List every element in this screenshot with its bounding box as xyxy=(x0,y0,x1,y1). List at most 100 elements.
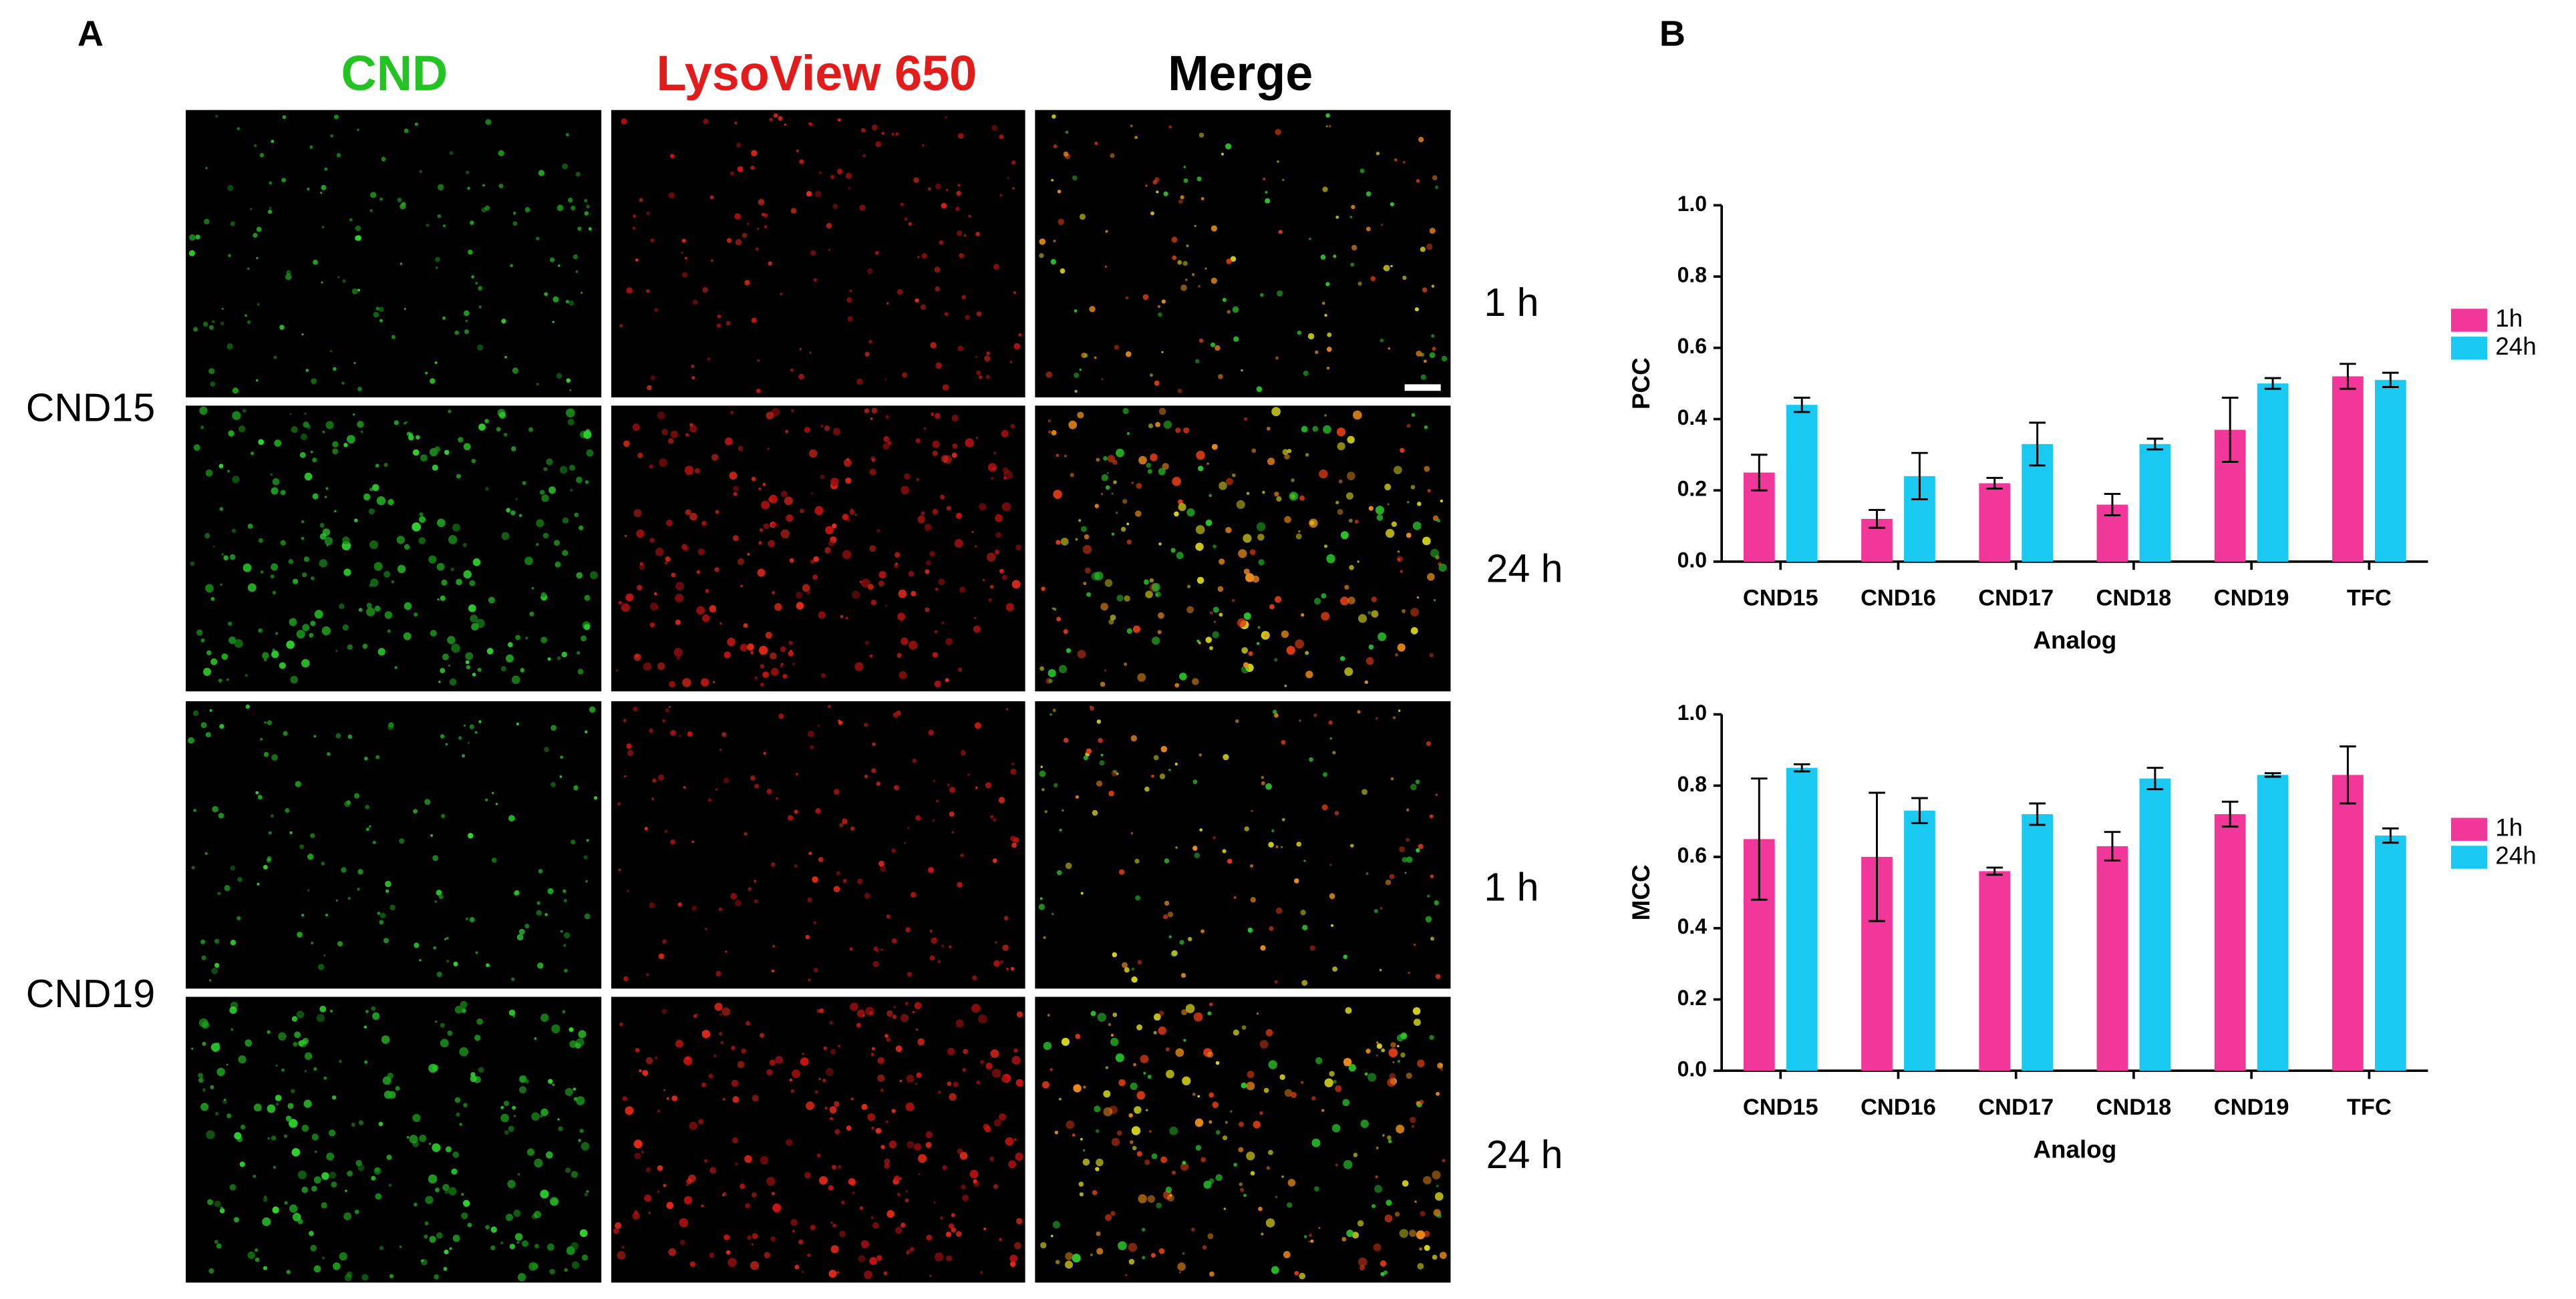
puncta xyxy=(586,1189,589,1193)
puncta xyxy=(894,552,901,558)
puncta xyxy=(401,202,406,206)
puncta xyxy=(878,580,884,587)
puncta xyxy=(1175,427,1181,433)
puncta xyxy=(1410,608,1420,616)
puncta xyxy=(713,1054,717,1058)
puncta xyxy=(507,1179,516,1189)
puncta xyxy=(424,1221,429,1226)
puncta xyxy=(500,1105,504,1109)
puncta xyxy=(820,474,825,480)
puncta xyxy=(760,664,765,669)
puncta xyxy=(1260,293,1264,297)
puncta xyxy=(1219,612,1223,617)
time-label: 1 h xyxy=(1484,281,1539,325)
puncta xyxy=(1420,1211,1426,1217)
puncta xyxy=(1253,1121,1261,1129)
puncta xyxy=(657,1109,660,1113)
puncta xyxy=(1246,1081,1255,1091)
puncta xyxy=(299,844,305,850)
puncta xyxy=(1001,574,1007,580)
puncta xyxy=(920,304,927,311)
error-bar xyxy=(2221,800,2239,828)
puncta xyxy=(1337,509,1343,515)
puncta xyxy=(1311,1138,1321,1147)
puncta xyxy=(485,798,488,801)
puncta xyxy=(549,1268,555,1275)
puncta xyxy=(1118,869,1125,875)
puncta xyxy=(579,1229,588,1238)
puncta xyxy=(1440,499,1444,503)
puncta xyxy=(541,494,549,502)
puncta xyxy=(440,1039,449,1048)
puncta xyxy=(1233,1029,1239,1036)
puncta xyxy=(701,1029,711,1039)
puncta xyxy=(1221,152,1225,156)
puncta xyxy=(347,734,353,739)
puncta xyxy=(998,797,1005,803)
puncta xyxy=(280,540,286,546)
puncta xyxy=(466,170,470,174)
puncta xyxy=(273,355,277,359)
micrograph xyxy=(1035,405,1451,692)
puncta xyxy=(657,662,665,671)
puncta xyxy=(1287,1202,1293,1208)
puncta xyxy=(1378,632,1387,641)
puncta xyxy=(1324,544,1328,548)
puncta xyxy=(310,450,313,453)
puncta xyxy=(1160,745,1168,753)
puncta xyxy=(1257,534,1265,541)
puncta xyxy=(766,1069,773,1076)
puncta xyxy=(1209,1092,1215,1098)
puncta xyxy=(872,1222,879,1229)
puncta xyxy=(884,1158,891,1165)
puncta xyxy=(969,1169,979,1179)
puncta xyxy=(1128,1113,1133,1118)
puncta xyxy=(914,1002,922,1010)
puncta xyxy=(1083,582,1087,586)
puncta xyxy=(1126,628,1132,634)
puncta xyxy=(852,1191,855,1194)
puncta xyxy=(534,1244,539,1249)
puncta xyxy=(710,259,713,262)
puncta xyxy=(1108,790,1114,797)
puncta xyxy=(813,556,820,562)
error-bar xyxy=(2104,831,2121,862)
legend-swatch xyxy=(2450,337,2488,360)
puncta xyxy=(448,1187,457,1195)
puncta xyxy=(191,1047,194,1050)
puncta xyxy=(662,939,667,944)
puncta xyxy=(437,184,444,191)
puncta xyxy=(1278,230,1283,234)
puncta xyxy=(436,890,442,896)
puncta xyxy=(552,321,554,323)
puncta xyxy=(762,483,766,486)
puncta xyxy=(1417,1263,1424,1270)
puncta xyxy=(1126,522,1130,526)
time-label: 24 h xyxy=(1486,546,1563,590)
puncta xyxy=(673,648,683,657)
puncta xyxy=(1402,275,1407,281)
puncta xyxy=(730,411,734,415)
puncta xyxy=(917,516,925,524)
puncta xyxy=(876,1255,882,1261)
puncta xyxy=(775,1056,784,1064)
puncta xyxy=(569,1027,574,1033)
puncta xyxy=(944,312,949,316)
puncta xyxy=(219,1208,225,1214)
puncta xyxy=(557,1118,560,1121)
puncta xyxy=(703,1159,708,1163)
puncta xyxy=(893,1006,897,1009)
puncta xyxy=(508,1009,516,1016)
puncta xyxy=(301,914,305,917)
puncta xyxy=(668,1248,677,1256)
error-bar xyxy=(1911,797,1928,824)
puncta xyxy=(200,638,205,642)
puncta xyxy=(1404,872,1407,874)
puncta xyxy=(1265,1029,1273,1037)
puncta xyxy=(327,752,331,756)
puncta xyxy=(271,754,278,761)
puncta xyxy=(1387,1078,1396,1087)
puncta xyxy=(719,1012,723,1016)
puncta xyxy=(681,544,687,550)
puncta xyxy=(1223,754,1229,761)
